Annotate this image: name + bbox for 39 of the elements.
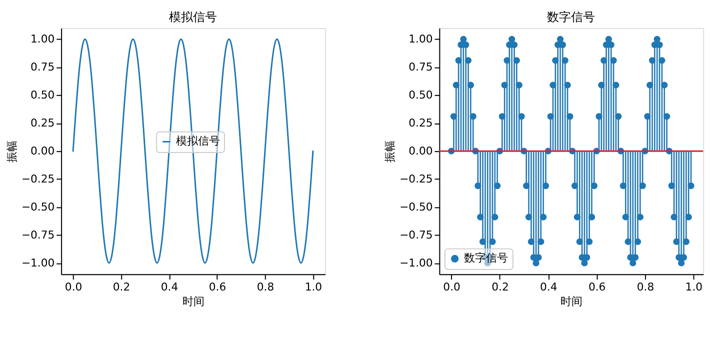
y-tick-label: 0.50 bbox=[408, 88, 433, 102]
x-tick-label: 0.2 bbox=[492, 280, 509, 294]
x-tick-label: 0.4 bbox=[160, 280, 178, 294]
y-tick-label: −0.25 bbox=[21, 172, 55, 186]
x-tick-label: 0.6 bbox=[208, 280, 226, 294]
y-tick-label: −0.25 bbox=[400, 172, 433, 186]
y-tick-label: 0.50 bbox=[30, 88, 55, 102]
x-tick-label: 0.8 bbox=[636, 280, 654, 294]
y-tick-label: 1.00 bbox=[408, 32, 433, 46]
x-axis-title: 时间 bbox=[182, 295, 204, 308]
y-tick-label: 0.00 bbox=[30, 144, 55, 158]
y-tick-label: 0.25 bbox=[30, 116, 55, 130]
x-axis-title: 时间 bbox=[560, 295, 583, 308]
x-tick-label: 0.2 bbox=[112, 280, 130, 294]
y-tick-label: −1.00 bbox=[21, 256, 55, 270]
x-tick-label: 0.6 bbox=[588, 280, 606, 294]
y-tick-label: −1.00 bbox=[400, 256, 433, 270]
y-tick-label: −0.50 bbox=[21, 200, 55, 214]
y-tick-label: −0.50 bbox=[400, 200, 433, 214]
y-axis-title: 振幅 bbox=[6, 140, 19, 163]
y-tick-label: 1.00 bbox=[30, 32, 55, 46]
chart-title: 数字信号 bbox=[547, 10, 596, 24]
x-tick-label: 0.0 bbox=[64, 280, 82, 294]
y-tick-label: −0.75 bbox=[400, 228, 433, 242]
y-tick-label: 0.25 bbox=[408, 116, 433, 130]
chart-title: 模拟信号 bbox=[169, 10, 218, 24]
x-tick-label: 0.0 bbox=[443, 280, 461, 294]
y-axis-title: 振幅 bbox=[384, 140, 397, 163]
legend-label: 数字信号 bbox=[464, 252, 508, 265]
y-tick-label: 0.75 bbox=[408, 60, 433, 74]
x-tick-label: 1.0 bbox=[304, 280, 322, 294]
y-tick-label: −0.75 bbox=[21, 228, 55, 242]
x-tick-label: 0.4 bbox=[540, 280, 558, 294]
x-tick-label: 0.8 bbox=[256, 280, 274, 294]
legend-label: 模拟信号 bbox=[176, 134, 220, 148]
y-tick-label: 0.75 bbox=[30, 60, 55, 74]
x-tick-label: 1.0 bbox=[685, 280, 703, 294]
y-tick-label: 0.00 bbox=[408, 144, 433, 158]
line-series bbox=[72, 38, 314, 264]
